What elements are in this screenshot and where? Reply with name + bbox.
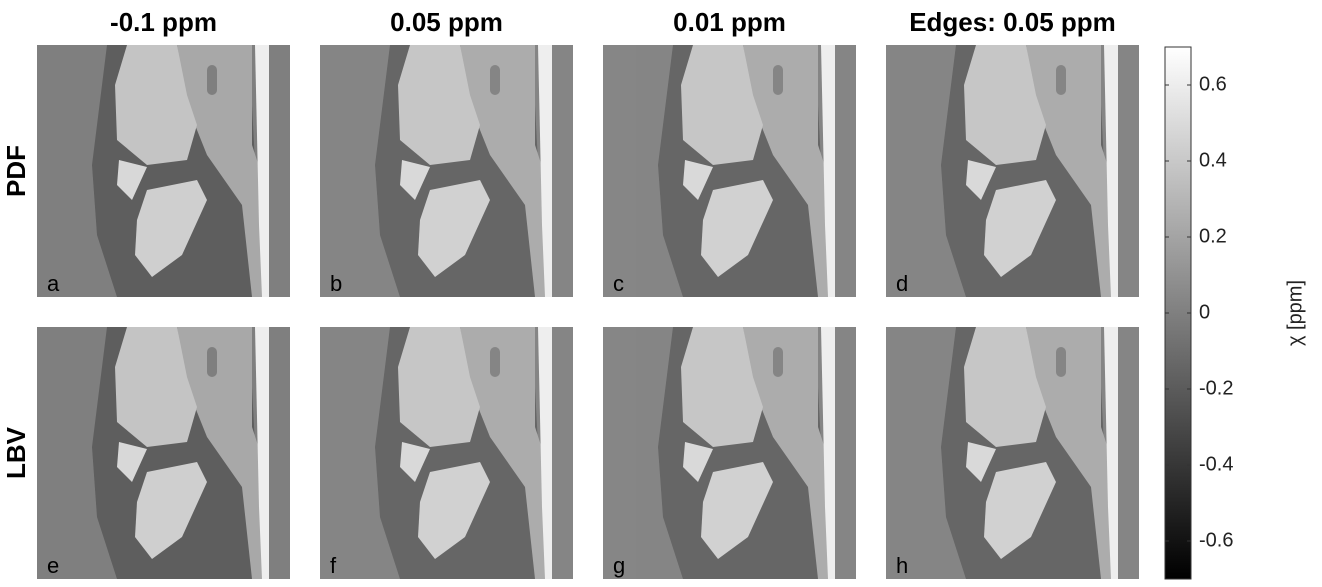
row-label: LBV bbox=[1, 426, 31, 479]
figure: -0.1 ppm 0.05 ppm 0.01 ppm Edges: 0.05 ppm P… bbox=[0, 0, 1322, 582]
panel-letter: c bbox=[613, 271, 624, 296]
page: {"column_titles": ["-0.1 ppm", "0.05 ppm… bbox=[0, 0, 1322, 582]
image-panel bbox=[320, 45, 573, 297]
panel-letter: d bbox=[896, 271, 908, 296]
column-title: -0.1 ppm bbox=[110, 7, 217, 37]
panel-letter: g bbox=[613, 553, 625, 578]
column-title: 0.01 ppm bbox=[673, 7, 786, 37]
panel-letter: b bbox=[330, 271, 342, 296]
colorbar-label: χ [ppm] bbox=[1284, 280, 1306, 346]
image-panel bbox=[603, 45, 856, 297]
row-label: PDF bbox=[1, 145, 31, 197]
image-panel bbox=[320, 327, 573, 579]
colorbar-tick-label: -0.6 bbox=[1199, 529, 1233, 551]
panel-letter: f bbox=[330, 553, 337, 578]
colorbar-tick-label: 0.4 bbox=[1199, 149, 1227, 171]
image-panel bbox=[37, 45, 290, 297]
image-panel bbox=[37, 327, 290, 579]
colorbar-tick-label: -0.4 bbox=[1199, 453, 1233, 475]
colorbar-tick-label: 0 bbox=[1199, 301, 1210, 323]
column-title: 0.05 ppm bbox=[390, 7, 503, 37]
column-title: Edges: 0.05 ppm bbox=[909, 7, 1116, 37]
image-panel bbox=[886, 45, 1139, 297]
colorbar-tick-label: -0.2 bbox=[1199, 377, 1233, 399]
panel-letter: e bbox=[47, 553, 59, 578]
panel-letter: h bbox=[896, 553, 908, 578]
colorbar-tick-label: 0.6 bbox=[1199, 73, 1227, 95]
image-panel bbox=[603, 327, 856, 579]
image-panel bbox=[886, 327, 1139, 579]
colorbar-tick-label: 0.2 bbox=[1199, 225, 1227, 247]
panel-letter: a bbox=[47, 271, 60, 296]
